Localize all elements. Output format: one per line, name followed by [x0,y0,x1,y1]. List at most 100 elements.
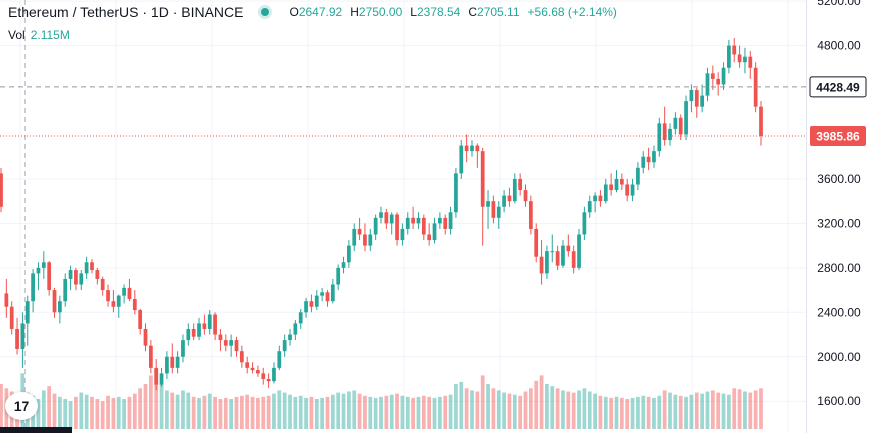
candle-body [84,262,89,274]
candle-body [512,178,517,202]
volume-bar [716,392,721,429]
volume-bar [534,380,539,429]
candle-body [341,262,346,268]
volume-bar [298,395,303,429]
volume-bar [79,392,84,429]
volume-bar [614,396,619,429]
volume-bar [673,394,678,429]
volume-bar [293,396,298,429]
volume-bar [737,389,742,429]
volume-bar [357,393,362,429]
volume-bar [662,390,667,429]
volume-bar [502,392,506,429]
candle-body [330,284,335,302]
tick-label: 4800.00 [817,39,861,53]
volume-bar [282,392,287,429]
logo-text: 17 [13,398,30,414]
volume-bar [566,391,571,429]
volume-bar [625,399,630,429]
volume-bar [694,392,699,429]
volume-bar [68,401,73,429]
volume-bar [464,388,469,429]
volume-bar [363,395,367,429]
candle-body [571,251,576,268]
symbol-title[interactable]: Ethereum / TetherUS · 1D · BINANCE [8,4,244,20]
candle-body [641,156,646,168]
volume-bar [347,391,351,429]
volume-bar [609,397,614,429]
volume-bar [748,392,753,429]
candle-body [138,310,143,329]
candle-body [68,270,73,279]
candle-body [90,262,94,271]
candle-body [545,251,549,274]
candle-body [293,323,298,335]
candle-body [4,293,9,307]
candle-body [593,195,597,202]
candle-body [636,167,640,185]
candle-body [41,262,46,268]
candle-body [657,123,662,152]
volume-bar [603,396,608,429]
volume-bar [523,391,528,429]
volume-bar [593,393,597,429]
tick-label: 3600.00 [817,172,861,186]
candle-body [619,178,624,185]
candle-body [646,156,651,163]
candle-body [502,195,506,207]
low-value: 2378.54 [416,5,461,19]
candle-body [154,367,159,385]
candle-body [689,90,694,102]
volume-bar [170,392,175,429]
volume-bar [470,390,474,429]
candle-body [405,217,410,229]
volume-bar [47,386,52,429]
volume-bar [678,395,683,429]
candle-body [727,45,731,68]
candle-body [122,287,126,296]
candle-body [475,145,480,152]
tradingview-logo[interactable]: 17 [5,392,38,420]
change-value: +56.68 (+2.14%) [527,5,617,19]
tick-label: 5200.00 [817,0,861,8]
candle-body [181,340,185,357]
candle-body [165,356,169,374]
candle-body [352,228,357,246]
candle-body [320,292,324,296]
volume-bar [700,393,704,429]
volume-bar [266,395,271,429]
candle-body [491,201,496,218]
price-axis[interactable]: 5200.00 4800.00 3600.00 3200.00 2800.00 2400.… [806,0,872,433]
volume-bar [191,396,196,429]
volume-bar [496,390,501,429]
candle-body [36,267,41,274]
volume-bar [379,396,383,429]
candle-body [539,256,544,274]
candle-body [58,301,62,313]
volume-bar [181,390,185,429]
candle-body [116,295,121,307]
volume-bar [710,390,715,429]
volume-bar [630,397,635,429]
candle-body [170,356,175,368]
market-status-dot [261,8,270,16]
open-value: 2647.92 [298,5,343,19]
volume-bar [223,397,228,429]
candle-body [347,245,351,263]
candle-body [229,340,234,346]
candle-body [630,184,635,196]
volume-bar [759,388,763,429]
volume-bar [486,384,490,429]
volume-bar [122,399,126,429]
volume-bar [373,397,378,429]
candle-body [197,323,201,337]
candles [0,38,763,391]
volume-bar [657,395,662,429]
volume-bar [721,393,726,429]
candle-body [416,217,421,224]
candle-body [384,212,389,224]
volume-bar [571,392,576,429]
volume-bar [475,391,480,429]
